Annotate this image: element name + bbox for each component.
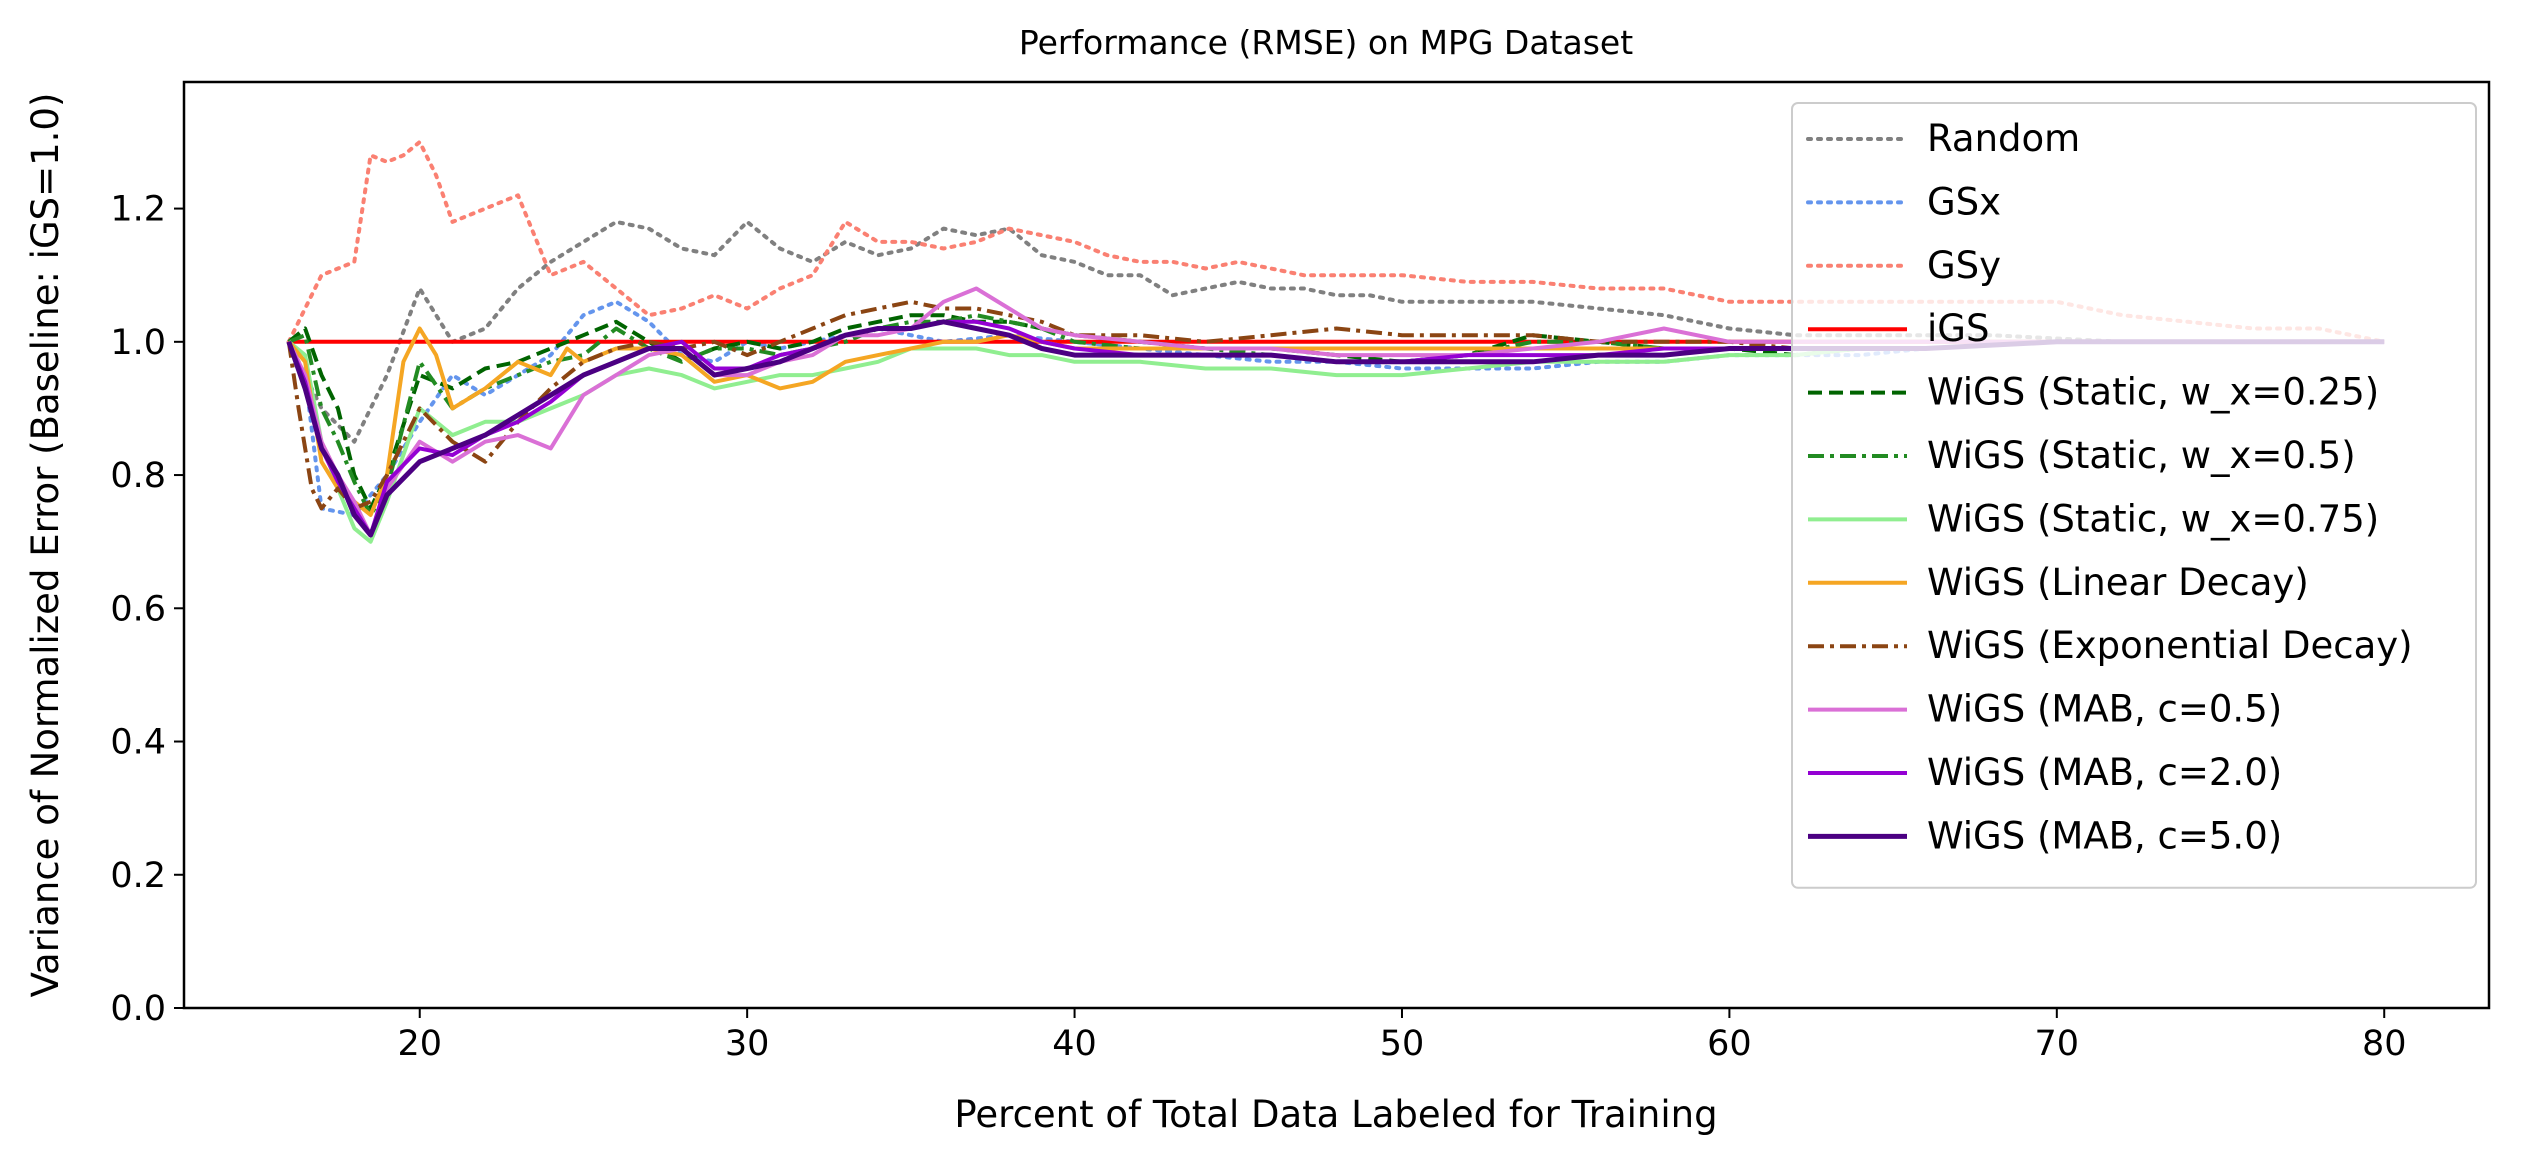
legend-label: GSy — [1927, 244, 2001, 287]
series-line-8 — [286, 299, 2385, 511]
x-tick-label: 20 — [397, 1024, 442, 1064]
x-tick-label: 50 — [1380, 1024, 1425, 1064]
legend-label: Random — [1927, 117, 2080, 160]
legend-label: iGS — [1927, 307, 1989, 350]
legend-label: WiGS (MAB, c=5.0) — [1927, 814, 2282, 857]
x-tick-label: 60 — [1707, 1024, 1752, 1064]
y-tick-label: 0.8 — [110, 456, 166, 496]
legend-label: GSx — [1927, 180, 2001, 223]
legend-label: WiGS (Static, w_x=0.5) — [1927, 434, 2356, 477]
series-line-0 — [286, 219, 2387, 444]
series-line-2 — [286, 140, 2387, 344]
series-line-7 — [287, 326, 2385, 517]
x-tick-label: 80 — [2362, 1024, 2407, 1064]
legend-label: WiGS (Exponential Decay) — [1927, 624, 2413, 667]
x-tick-label: 70 — [2035, 1024, 2080, 1064]
series-line-4 — [287, 313, 2385, 511]
y-tick-label: 1.0 — [110, 323, 166, 363]
y-axis-label: Variance of Normalized Error (Baseline: … — [24, 93, 67, 998]
y-tick-label: 0.0 — [110, 989, 166, 1029]
legend-label: WiGS (Static, w_x=0.75) — [1927, 497, 2379, 540]
y-axis: 0.0 0.2 0.4 0.6 0.8 1.0 1.2 — [110, 190, 184, 1029]
x-axis: 20 30 40 50 60 70 80 — [397, 1008, 2407, 1064]
x-tick-label: 40 — [1052, 1024, 1097, 1064]
plot-frame — [182, 80, 2491, 1010]
y-tick-label: 0.6 — [110, 589, 166, 629]
chart-title: Performance (RMSE) on MPG Dataset — [1019, 23, 1633, 62]
series-line-9 — [287, 286, 2385, 537]
legend-label: WiGS (Static, w_x=0.25) — [1927, 371, 2379, 414]
x-tick-label: 30 — [725, 1024, 770, 1064]
legend: Random GSx GSy iGS WiGS (Static, w_x=0.25) Wi… — [1791, 102, 2477, 889]
legend-label: WiGS (Linear Decay) — [1927, 561, 2309, 604]
y-tick-label: 0.4 — [110, 723, 166, 763]
y-tick-label: 0.2 — [110, 856, 166, 896]
legend-label: WiGS (MAB, c=2.0) — [1927, 751, 2282, 794]
legend-label: WiGS (MAB, c=0.5) — [1927, 688, 2282, 731]
series-line-11 — [286, 319, 2385, 538]
y-tick-label: 1.2 — [110, 190, 166, 230]
legend-box — [1791, 102, 2477, 889]
x-axis-label: Percent of Total Data Labeled for Traini… — [954, 1093, 1717, 1136]
